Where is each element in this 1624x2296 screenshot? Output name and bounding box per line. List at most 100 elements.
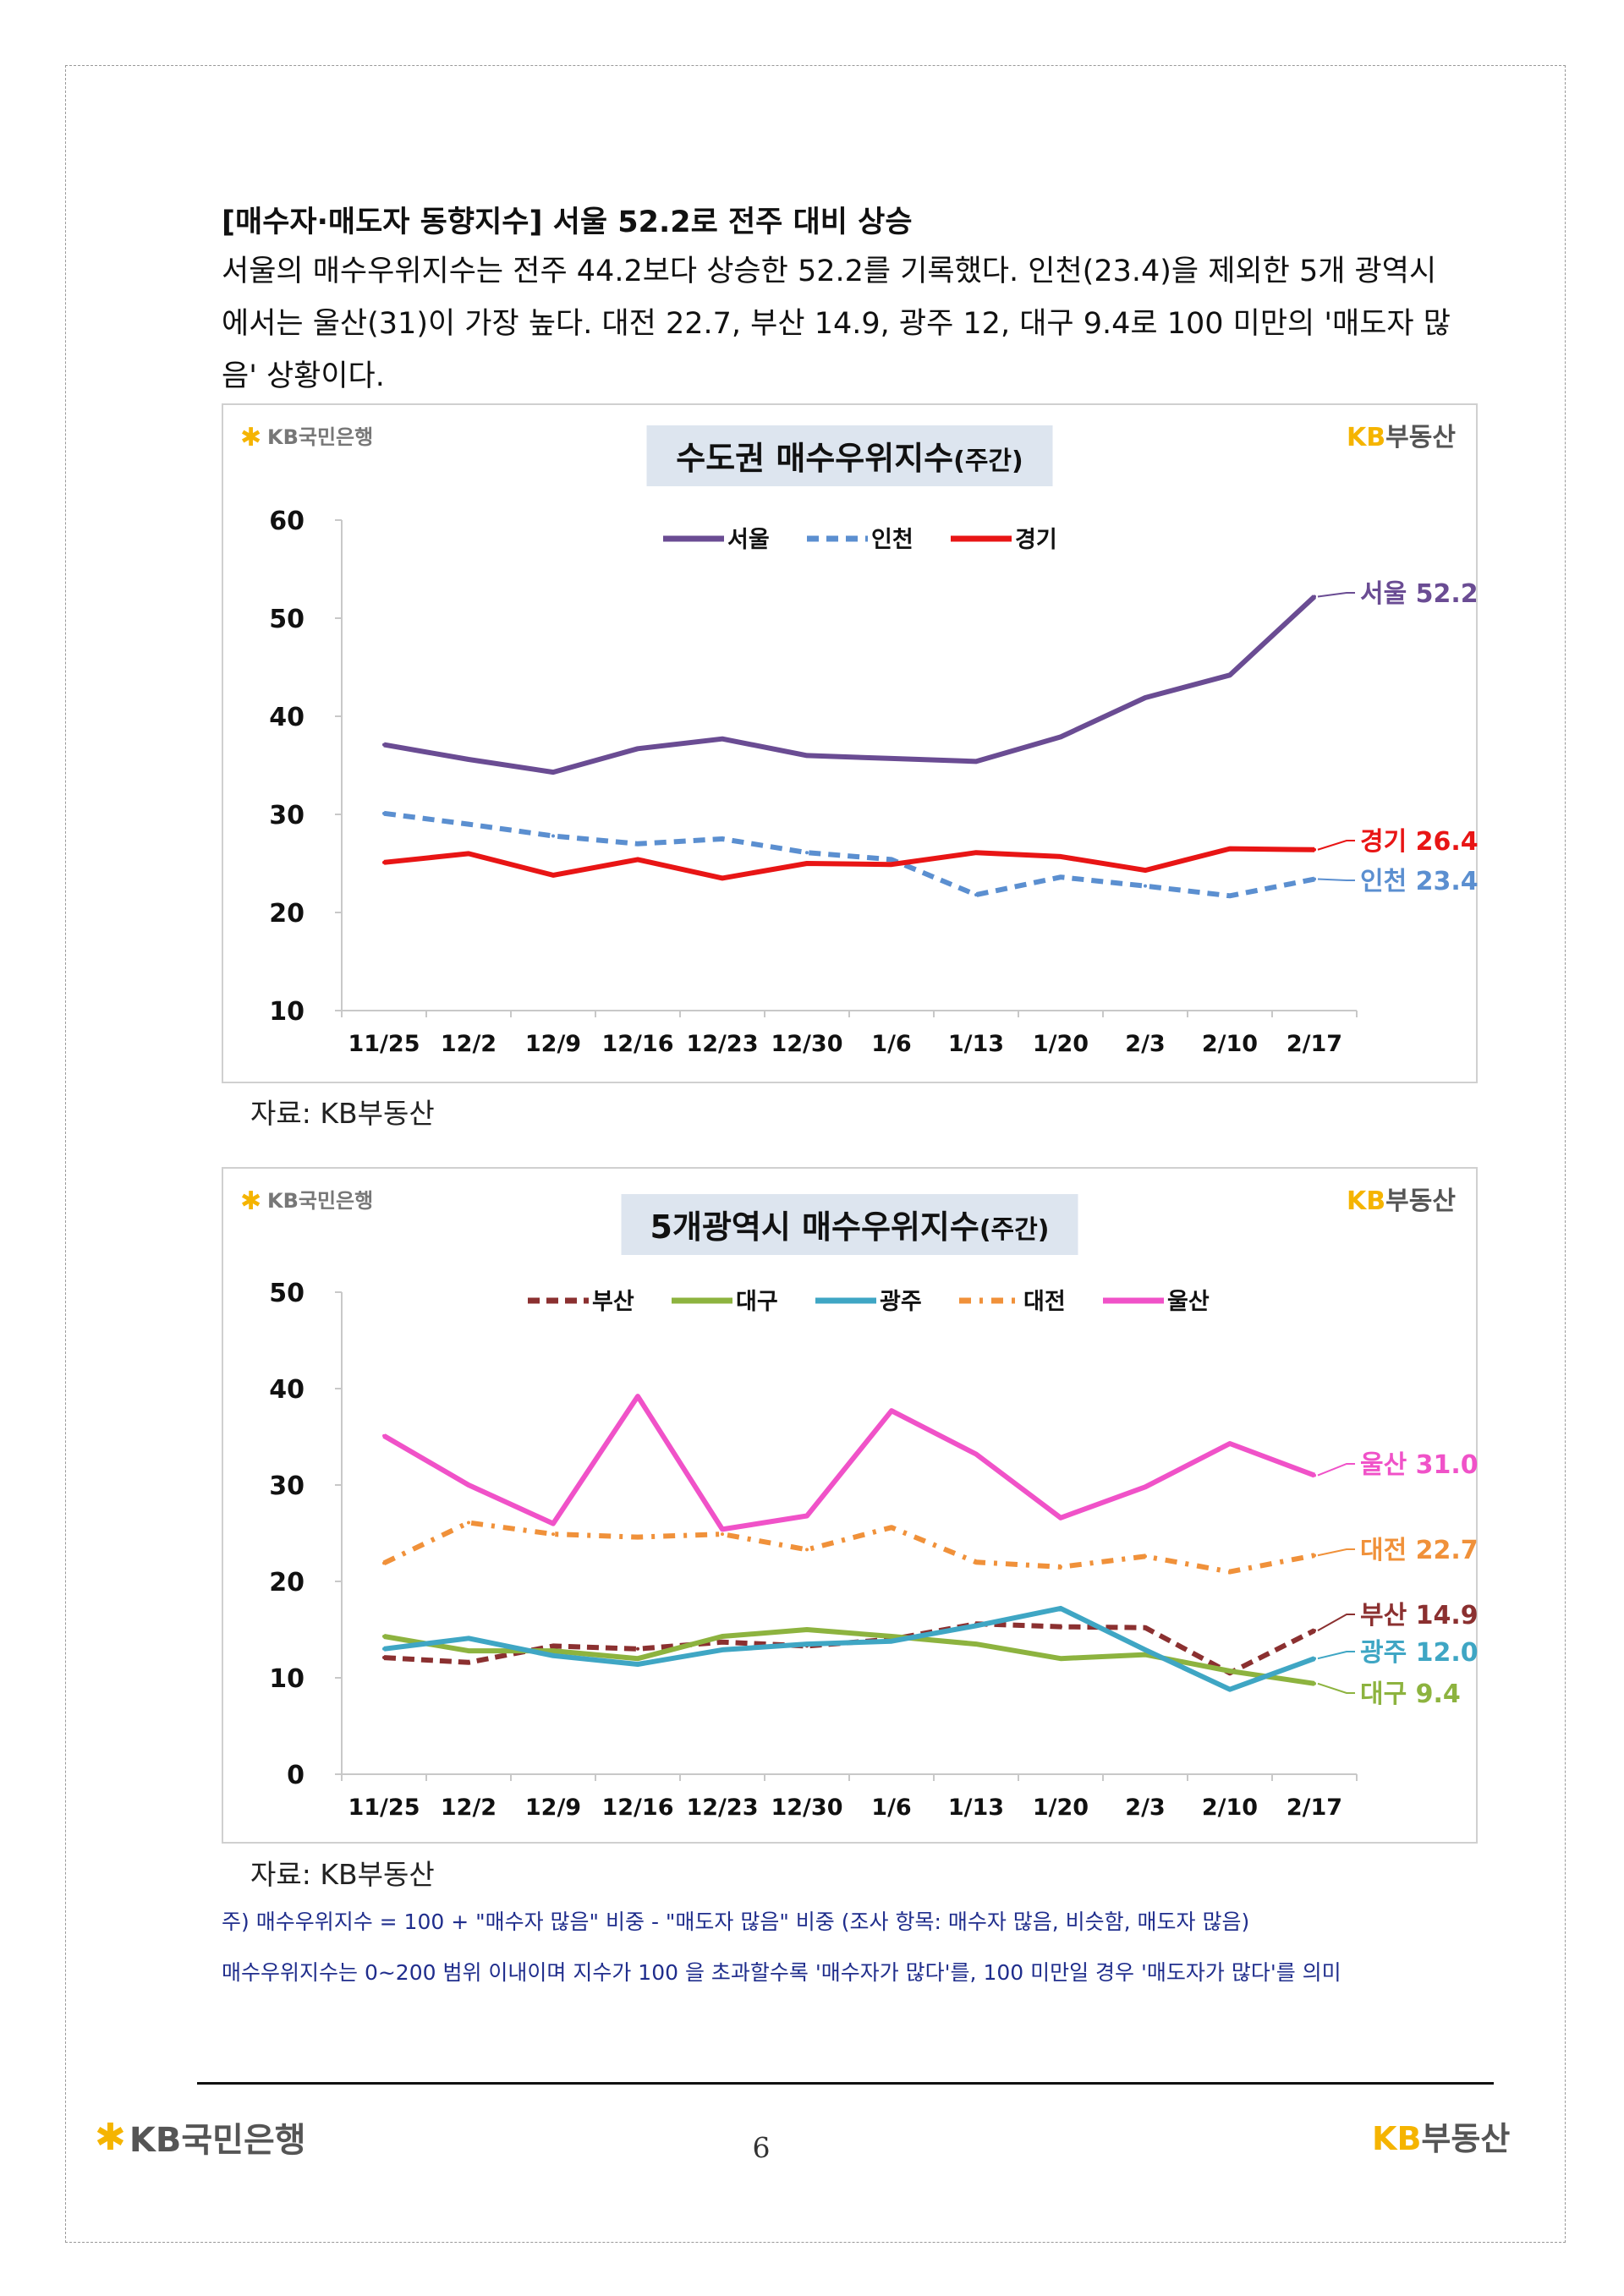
x-tick-label: 11/25 xyxy=(348,1031,420,1057)
data-point xyxy=(1144,1625,1147,1630)
end-label-leader xyxy=(1317,1463,1355,1477)
legend-label: 광주 xyxy=(880,1289,922,1315)
end-label: 대구 9.4 xyxy=(1360,1680,1461,1709)
data-point xyxy=(974,759,978,764)
data-point xyxy=(974,1624,978,1628)
y-tick-label: 10 xyxy=(269,1664,304,1694)
x-tick-label: 12/23 xyxy=(686,1031,758,1057)
data-point xyxy=(1228,894,1232,898)
x-tick-label: 12/30 xyxy=(771,1795,842,1821)
x-tick-label: 2/3 xyxy=(1125,1031,1165,1057)
data-point xyxy=(890,756,893,760)
data-point xyxy=(467,758,470,762)
data-point xyxy=(721,1532,724,1537)
x-tick-label: 2/3 xyxy=(1125,1795,1165,1821)
data-point xyxy=(1313,1681,1316,1685)
data-point xyxy=(467,1636,470,1641)
data-point xyxy=(1144,1485,1147,1489)
data-point xyxy=(890,858,893,862)
data-point xyxy=(382,1634,386,1638)
chart-bank-name: KB국민은행 xyxy=(267,1189,373,1213)
data-point xyxy=(890,1634,893,1638)
y-tick-label: 50 xyxy=(269,605,304,634)
data-point xyxy=(382,743,386,747)
x-tick-label: 1/13 xyxy=(948,1795,1004,1821)
legend-label: 울산 xyxy=(1167,1289,1210,1315)
data-point xyxy=(551,770,555,775)
data-point xyxy=(805,851,809,855)
data-point xyxy=(1228,1441,1232,1445)
data-point xyxy=(805,1514,809,1518)
x-tick-label: 1/20 xyxy=(1033,1795,1089,1821)
data-point xyxy=(721,1527,724,1532)
end-label: 서울 52.2 xyxy=(1360,579,1479,609)
x-tick-label: 12/16 xyxy=(601,1031,673,1057)
data-point xyxy=(1059,1515,1062,1520)
y-tick-label: 60 xyxy=(269,507,304,536)
note-definition: 매수우위지수는 0~200 범위 이내이며 지수가 100 을 초과할수록 '매… xyxy=(222,1960,1341,1985)
series-line-대구 xyxy=(383,1627,1315,1686)
chart-bank-logo: ✱ KB국민은행 xyxy=(240,423,373,452)
data-point xyxy=(721,837,724,841)
data-point xyxy=(805,1548,809,1552)
data-point xyxy=(382,1647,386,1651)
x-tick-label: 12/23 xyxy=(686,1795,758,1821)
data-point xyxy=(1144,1652,1147,1657)
y-tick-label: 0 xyxy=(287,1761,304,1790)
series-line-울산 xyxy=(382,1394,1316,1532)
data-point xyxy=(1228,847,1232,851)
data-point xyxy=(467,852,470,856)
data-point xyxy=(636,1647,639,1651)
data-point xyxy=(467,822,470,826)
chart-title-bg xyxy=(646,425,1053,486)
page-border xyxy=(65,65,1566,2243)
legend-label: 부산 xyxy=(592,1289,634,1315)
end-label-leader xyxy=(1317,592,1355,598)
x-tick-label: 11/25 xyxy=(348,1795,420,1821)
y-tick-label: 20 xyxy=(269,899,304,929)
data-point xyxy=(467,1649,470,1653)
series-line-서울 xyxy=(383,595,1317,775)
data-point xyxy=(721,1634,724,1638)
x-tick-label: 12/2 xyxy=(441,1795,497,1821)
data-point xyxy=(551,873,555,877)
footer-bank-name: KB국민은행 xyxy=(129,2121,306,2160)
data-point xyxy=(551,1644,555,1648)
end-label: 광주 12.0 xyxy=(1360,1638,1479,1668)
y-tick-label: 10 xyxy=(269,997,304,1027)
kb-star-icon: ✱ xyxy=(95,2115,126,2159)
end-label-leader xyxy=(1317,1682,1355,1694)
end-label: 경기 26.4 xyxy=(1360,827,1479,857)
data-point xyxy=(636,841,639,846)
data-point xyxy=(382,1656,386,1660)
data-point xyxy=(467,1483,470,1487)
source-label-1: 자료: KB부동산 xyxy=(250,1097,435,1130)
footer-realty-logo: KB부동산 xyxy=(1372,2112,1510,2159)
data-point xyxy=(1313,1657,1316,1661)
data-point xyxy=(382,811,386,815)
data-point xyxy=(1144,1554,1147,1559)
data-point xyxy=(890,1639,893,1643)
data-point xyxy=(636,1395,639,1399)
end-label: 울산 31.0 xyxy=(1360,1450,1479,1480)
data-point xyxy=(1059,1657,1062,1661)
data-point xyxy=(1059,1606,1062,1610)
data-point xyxy=(890,863,893,867)
data-point xyxy=(1059,1625,1062,1629)
chart-bank-logo: ✱ KB국민은행 xyxy=(240,1186,373,1216)
data-point xyxy=(1313,847,1316,852)
series-line-대전 xyxy=(382,1520,1315,1575)
source-label-2: 자료: KB부동산 xyxy=(250,1858,435,1891)
x-tick-label: 1/6 xyxy=(871,1795,911,1821)
x-tick-label: 2/10 xyxy=(1202,1795,1258,1821)
data-point xyxy=(1144,1647,1147,1652)
series-line-경기 xyxy=(383,846,1315,881)
y-tick-label: 40 xyxy=(269,703,304,732)
data-point xyxy=(467,1521,470,1525)
x-tick-label: 2/17 xyxy=(1287,1031,1342,1057)
data-point xyxy=(1313,1629,1316,1633)
data-point xyxy=(974,1642,978,1647)
data-point xyxy=(551,1521,555,1526)
data-point xyxy=(1228,1570,1232,1574)
data-point xyxy=(721,1640,724,1644)
